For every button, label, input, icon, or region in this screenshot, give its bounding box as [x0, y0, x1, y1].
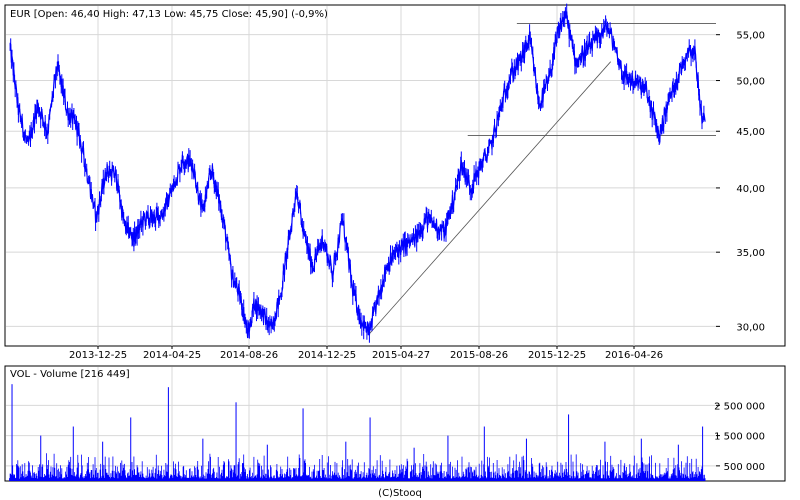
volume-y-tick-label: 500 000: [724, 462, 765, 473]
price-panel: 55,00 50,00 45,00 40,00 35,00 30,00 2013-12-2…: [4, 3, 786, 361]
price-line: [9, 10, 706, 337]
x-tick-label: 2015-12-25: [528, 350, 586, 361]
x-tick-label: 2015-08-26: [450, 350, 508, 361]
x-tick-label: 2015-04-27: [372, 350, 430, 361]
volume-bars: [9, 384, 706, 481]
volume-plot-frame: [4, 365, 786, 482]
volume-title: VOL - Volume [216 449]: [10, 369, 130, 380]
price-annotations: [368, 23, 716, 335]
volume-y-tick-label: 1 500 000: [714, 432, 765, 443]
price-plot-frame: [4, 4, 786, 347]
volume-y-tick-label: 2 500 000: [714, 401, 765, 412]
x-tick-label: 2016-04-26: [605, 350, 663, 361]
trendline: [368, 61, 611, 335]
price-y-tick-labels: 55,00 50,00 45,00 40,00 35,00 30,00: [716, 31, 765, 333]
volume-panel: 2 500 000 1 500 000 500 000 VOL - Volume […: [4, 365, 786, 482]
price-y-tick-label: 55,00: [736, 31, 765, 42]
x-tick-labels: 2013-12-25 2014-04-25 2014-08-26 2014-12-25…: [69, 346, 663, 361]
price-y-tick-label: 30,00: [736, 322, 765, 333]
price-y-tick-label: 45,00: [736, 127, 765, 138]
price-series: [9, 3, 706, 343]
price-y-tick-label: 40,00: [736, 184, 765, 195]
volume-bars-base: [9, 453, 706, 481]
volume-y-tick-labels: 2 500 000 1 500 000 500 000: [714, 401, 765, 473]
x-tick-label: 2014-04-25: [143, 350, 201, 361]
price-title: EUR [Open: 46,40 High: 47,13 Low: 45,75 …: [10, 9, 328, 20]
price-y-tick-label: 35,00: [736, 248, 765, 259]
copyright-footer: (C)Stooq: [378, 488, 422, 499]
x-tick-label: 2014-12-25: [298, 350, 356, 361]
price-y-tick-label: 50,00: [736, 77, 765, 88]
x-tick-label: 2014-08-26: [220, 350, 278, 361]
x-tick-label: 2013-12-25: [69, 350, 127, 361]
